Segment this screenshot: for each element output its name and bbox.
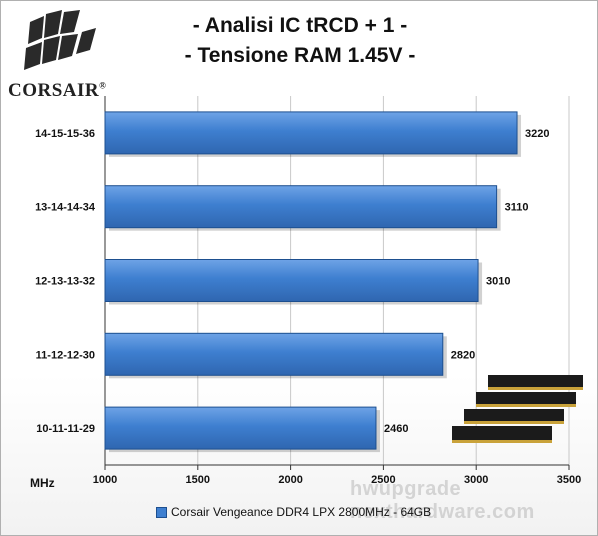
x-tick-label: 2500 <box>371 474 395 486</box>
category-label: 13-14-14-34 <box>35 202 96 214</box>
legend-swatch <box>156 506 167 518</box>
ram-modules-illustration <box>452 375 583 443</box>
category-label: 11-12-12-30 <box>36 349 95 361</box>
category-label: 12-13-13-32 <box>35 276 95 288</box>
x-tick-label: 1500 <box>186 474 210 486</box>
x-tick-label: 2000 <box>278 474 302 486</box>
bar <box>104 406 377 450</box>
bar <box>104 259 479 302</box>
legend-label: Corsair Vengeance DDR4 LPX 2800MHz - 64G… <box>171 505 432 519</box>
data-label: 2820 <box>451 349 475 361</box>
corsair-wordmark: CORSAIR® <box>8 80 108 102</box>
data-label: 3110 <box>505 202 529 214</box>
corsair-logo <box>24 10 96 70</box>
data-label: 3010 <box>486 276 510 288</box>
bar <box>104 185 498 229</box>
bar <box>104 332 444 376</box>
x-axis-label: MHz <box>30 476 55 490</box>
chart-legend: Corsair Vengeance DDR4 LPX 2800MHz - 64G… <box>156 505 431 519</box>
logo-text: CORSAIR <box>8 80 100 101</box>
bar <box>104 111 518 155</box>
logo-registered-mark: ® <box>99 80 107 91</box>
chart-title: - Analisi IC tRCD + 1 - <box>192 14 408 37</box>
x-tick-label: 1000 <box>93 474 117 486</box>
chart-subtitle: - Tensione RAM 1.45V - <box>184 44 416 67</box>
x-tick-label: 3500 <box>557 474 581 486</box>
category-label: 10-11-11-29 <box>36 423 95 435</box>
data-label: 3220 <box>525 128 549 140</box>
watermark-text: hwupgrade nexthardware.com <box>350 478 535 523</box>
x-tick-label: 3000 <box>464 474 488 486</box>
category-label: 14-15-15-36 <box>35 128 95 140</box>
data-label: 2460 <box>384 423 408 435</box>
